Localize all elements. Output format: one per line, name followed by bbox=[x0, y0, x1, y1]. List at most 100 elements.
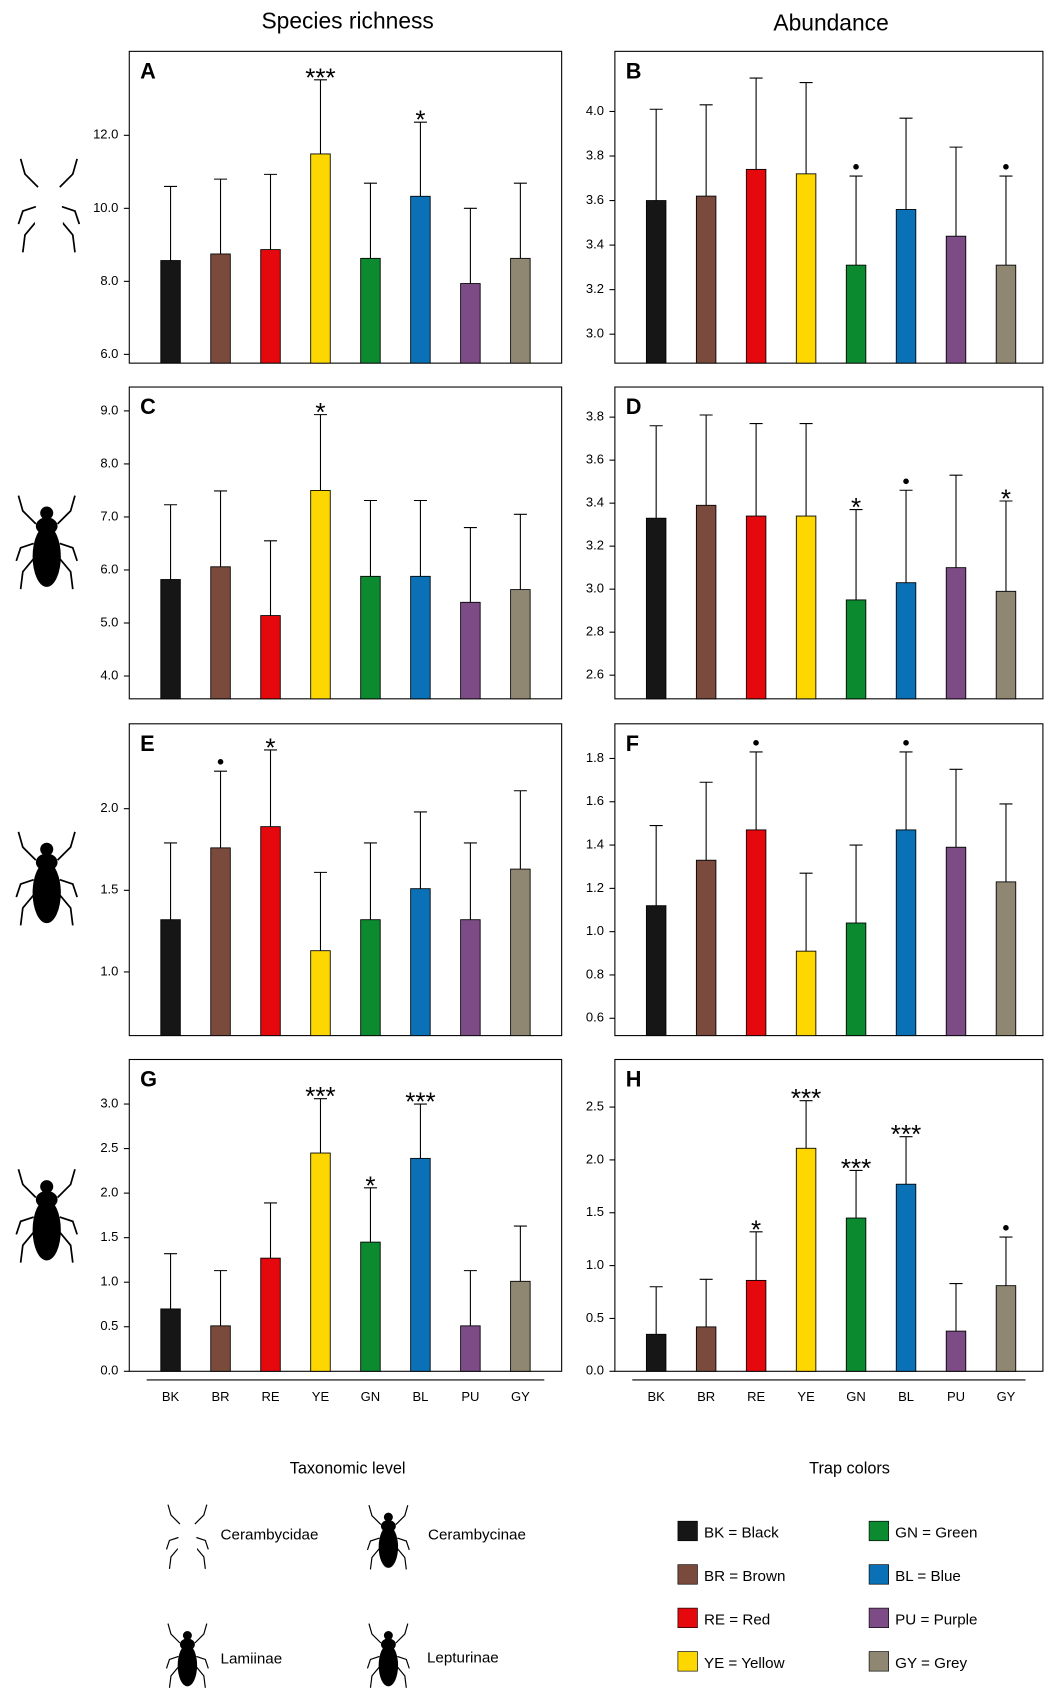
bar bbox=[310, 489, 331, 700]
significance-label: *** bbox=[305, 1081, 335, 1111]
significance-label: * bbox=[315, 397, 325, 427]
error-bar bbox=[513, 513, 527, 590]
y-tick-label: 8.0 bbox=[100, 455, 118, 470]
bar bbox=[460, 919, 481, 1037]
y-tick-label: 2.5 bbox=[100, 1140, 118, 1155]
legend-swatch bbox=[677, 1607, 698, 1628]
error-bar bbox=[649, 425, 663, 519]
bar bbox=[460, 601, 481, 700]
error-bar bbox=[313, 1098, 327, 1154]
legend-label: RE = Red bbox=[704, 1611, 770, 1628]
y-tick-label: 8.0 bbox=[100, 273, 118, 288]
significance-label: ● bbox=[752, 735, 760, 750]
bar bbox=[160, 260, 181, 364]
y-tick-label: 1.8 bbox=[586, 750, 604, 765]
significance-label: ● bbox=[1002, 159, 1010, 174]
bar bbox=[645, 517, 667, 700]
significance-label: *** bbox=[891, 1119, 921, 1149]
column-title: Species richness bbox=[261, 8, 433, 34]
beetle-icon bbox=[165, 1622, 210, 1689]
y-tick-label: 3.6 bbox=[586, 452, 604, 467]
significance-label: * bbox=[1001, 484, 1011, 514]
error-bar bbox=[513, 790, 527, 870]
beetle-icon bbox=[366, 1504, 410, 1571]
plot-frame bbox=[614, 50, 1044, 364]
x-tick-label: BK bbox=[162, 1389, 180, 1404]
x-tick-label: RE bbox=[747, 1389, 765, 1404]
legend-swatch bbox=[868, 1564, 889, 1585]
error-bar bbox=[463, 1270, 477, 1326]
legend-swatch bbox=[677, 1651, 698, 1672]
x-tick-label: GN bbox=[361, 1389, 381, 1404]
error-bar bbox=[363, 499, 377, 577]
y-tick-label: 7.0 bbox=[100, 508, 118, 523]
panel-label: D bbox=[626, 394, 642, 419]
error-bar bbox=[899, 1136, 913, 1185]
bar bbox=[745, 1279, 767, 1372]
panel-label: F bbox=[626, 731, 639, 756]
error-bar bbox=[214, 1270, 228, 1326]
bar bbox=[410, 888, 431, 1037]
y-tick-label: 1.5 bbox=[586, 1204, 604, 1219]
legend-title: Trap colors bbox=[809, 1459, 890, 1477]
bar bbox=[895, 829, 917, 1037]
x-tick-label: GN bbox=[846, 1389, 866, 1404]
error-bar bbox=[513, 182, 527, 259]
y-tick-label: 0.5 bbox=[100, 1318, 118, 1333]
beetle-icon bbox=[366, 1622, 411, 1689]
beetle-icon bbox=[17, 157, 81, 254]
bar bbox=[360, 1241, 381, 1372]
panel-label: E bbox=[140, 731, 155, 756]
error-bar bbox=[749, 751, 763, 830]
y-tick-label: 4.0 bbox=[100, 667, 118, 682]
error-bar bbox=[699, 414, 713, 506]
plot-frame bbox=[128, 723, 563, 1037]
bar bbox=[510, 257, 531, 364]
bar bbox=[995, 1285, 1017, 1372]
error-bar bbox=[749, 77, 763, 170]
y-tick-label: 9.0 bbox=[100, 402, 118, 417]
error-bar bbox=[749, 423, 763, 517]
significance-label: * bbox=[751, 1214, 761, 1244]
y-tick-label: 6.0 bbox=[100, 561, 118, 576]
legend-label: Lepturinae bbox=[427, 1649, 499, 1666]
y-tick-label: 3.2 bbox=[586, 281, 604, 296]
error-bar bbox=[413, 499, 427, 577]
error-bar bbox=[164, 842, 178, 920]
bar bbox=[460, 1325, 481, 1372]
bar bbox=[460, 283, 481, 364]
legend-label: Cerambycidae bbox=[221, 1527, 319, 1544]
x-tick-label: BR bbox=[211, 1389, 229, 1404]
bar bbox=[410, 195, 431, 364]
error-bar bbox=[799, 81, 813, 174]
bar bbox=[695, 195, 717, 364]
error-bar bbox=[999, 1236, 1013, 1286]
error-bar bbox=[463, 527, 477, 603]
bar bbox=[410, 575, 431, 700]
beetle-icon bbox=[15, 830, 79, 927]
y-tick-label: 2.0 bbox=[586, 1151, 604, 1166]
plot-frame bbox=[614, 1058, 1044, 1372]
x-tick-label: BR bbox=[697, 1389, 715, 1404]
error-bar bbox=[313, 871, 327, 951]
bar bbox=[260, 826, 281, 1037]
bar bbox=[995, 590, 1017, 700]
y-tick-label: 5.0 bbox=[100, 614, 118, 629]
y-tick-label: 2.0 bbox=[100, 800, 118, 815]
error-bar bbox=[849, 1169, 863, 1219]
bar bbox=[645, 200, 667, 364]
bar bbox=[745, 829, 767, 1037]
x-tick-label: YE bbox=[797, 1389, 815, 1404]
error-bar bbox=[949, 768, 963, 848]
bar bbox=[795, 173, 817, 364]
significance-label: *** bbox=[405, 1087, 435, 1117]
y-tick-label: 1.2 bbox=[586, 880, 604, 895]
bar bbox=[795, 1147, 817, 1372]
bar bbox=[210, 847, 231, 1037]
error-bar bbox=[164, 504, 178, 580]
y-tick-label: 0.0 bbox=[100, 1363, 118, 1378]
error-bar bbox=[849, 175, 863, 266]
error-bar bbox=[799, 872, 813, 952]
bar bbox=[160, 919, 181, 1037]
